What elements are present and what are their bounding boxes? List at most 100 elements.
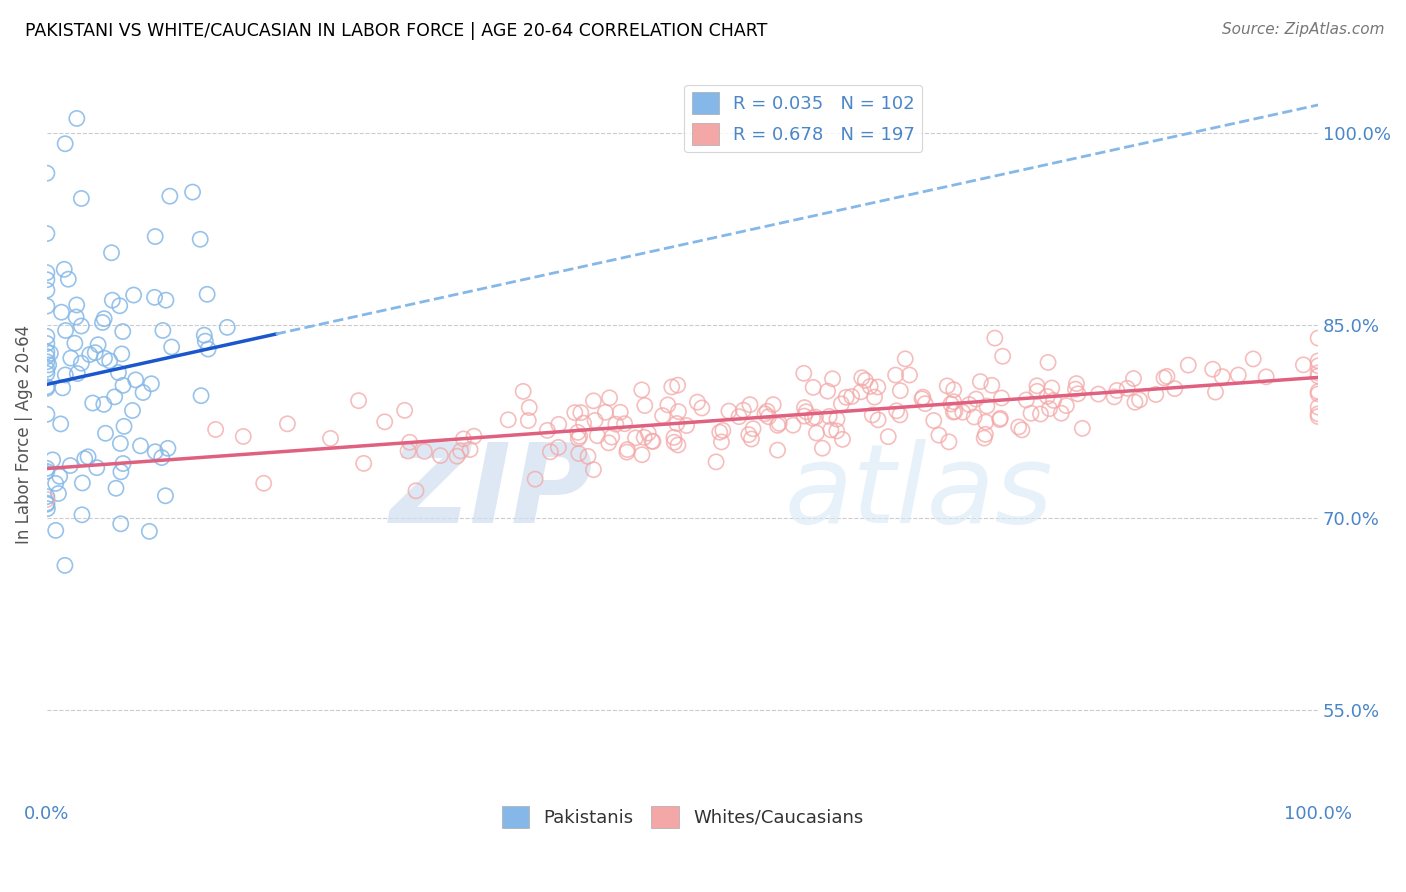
Point (53, 262, 76, 277)
Point (35, 329, 58, 343)
Point (35, 496, 58, 510)
Point (1015, 392, 1038, 407)
Point (405, 483, 427, 498)
Point (1050, 406, 1073, 420)
Point (598, 435, 620, 450)
Point (35, 492, 58, 507)
Point (141, 376, 163, 391)
Point (91, 316, 114, 330)
Point (1038, 401, 1060, 416)
Point (633, 430, 655, 444)
Point (1011, 423, 1033, 437)
Point (35, 283, 58, 297)
Point (1026, 384, 1049, 399)
Point (450, 444, 472, 458)
Point (398, 435, 420, 450)
Point (965, 392, 987, 406)
Point (194, 334, 217, 348)
Point (877, 430, 900, 444)
Point (49, 417, 72, 431)
Point (35, 362, 58, 376)
Point (193, 328, 215, 343)
Point (911, 392, 934, 406)
Point (1308, 369, 1330, 384)
Point (35, 461, 58, 475)
Point (969, 375, 991, 389)
Point (35, 227, 58, 241)
Point (818, 409, 841, 424)
Point (70, 356, 93, 370)
Point (82, 396, 104, 410)
Point (609, 405, 631, 419)
Point (66, 367, 89, 381)
Point (65, 310, 87, 324)
Point (817, 384, 839, 399)
Point (55, 324, 77, 338)
Point (952, 405, 974, 419)
Point (564, 406, 586, 420)
Point (104, 390, 127, 404)
Point (1308, 400, 1330, 414)
Point (690, 401, 713, 415)
Point (569, 406, 592, 420)
Point (835, 390, 858, 404)
Point (605, 417, 627, 432)
Point (547, 417, 569, 432)
Point (664, 435, 686, 450)
Point (582, 393, 605, 408)
Point (276, 417, 298, 431)
Point (1308, 407, 1330, 421)
Point (100, 245, 122, 260)
Point (253, 476, 276, 491)
Point (143, 444, 166, 458)
Point (756, 404, 779, 418)
Point (600, 430, 623, 444)
Point (821, 372, 844, 386)
Point (143, 229, 166, 244)
Point (110, 516, 132, 531)
Point (630, 383, 652, 397)
Point (101, 293, 124, 308)
Point (35, 367, 58, 381)
Point (66, 298, 89, 312)
Point (122, 288, 145, 302)
Point (988, 412, 1011, 426)
Point (936, 379, 959, 393)
Point (1308, 366, 1330, 380)
Point (394, 403, 416, 417)
Point (583, 413, 606, 427)
Point (631, 448, 654, 462)
Point (1007, 420, 1029, 434)
Point (132, 385, 155, 400)
Point (801, 411, 824, 425)
Point (536, 424, 558, 438)
Point (754, 407, 776, 421)
Point (517, 401, 540, 415)
Point (58, 272, 80, 286)
Point (156, 442, 179, 456)
Point (35, 380, 58, 394)
Point (1227, 368, 1250, 382)
Point (793, 367, 815, 381)
Point (675, 418, 697, 433)
Point (93, 351, 115, 366)
Point (980, 378, 1002, 392)
Point (217, 320, 239, 334)
Point (446, 449, 468, 463)
Point (1026, 379, 1049, 393)
Point (928, 428, 950, 442)
Point (93, 397, 115, 411)
Point (181, 185, 204, 199)
Point (111, 325, 134, 339)
Point (1292, 358, 1315, 372)
Point (45, 524, 67, 538)
Point (204, 422, 226, 436)
Point (568, 446, 591, 460)
Point (766, 418, 789, 433)
Point (87, 337, 110, 351)
Point (84, 345, 107, 359)
Point (48, 486, 70, 500)
Point (108, 299, 131, 313)
Point (853, 373, 876, 387)
Point (572, 416, 595, 430)
